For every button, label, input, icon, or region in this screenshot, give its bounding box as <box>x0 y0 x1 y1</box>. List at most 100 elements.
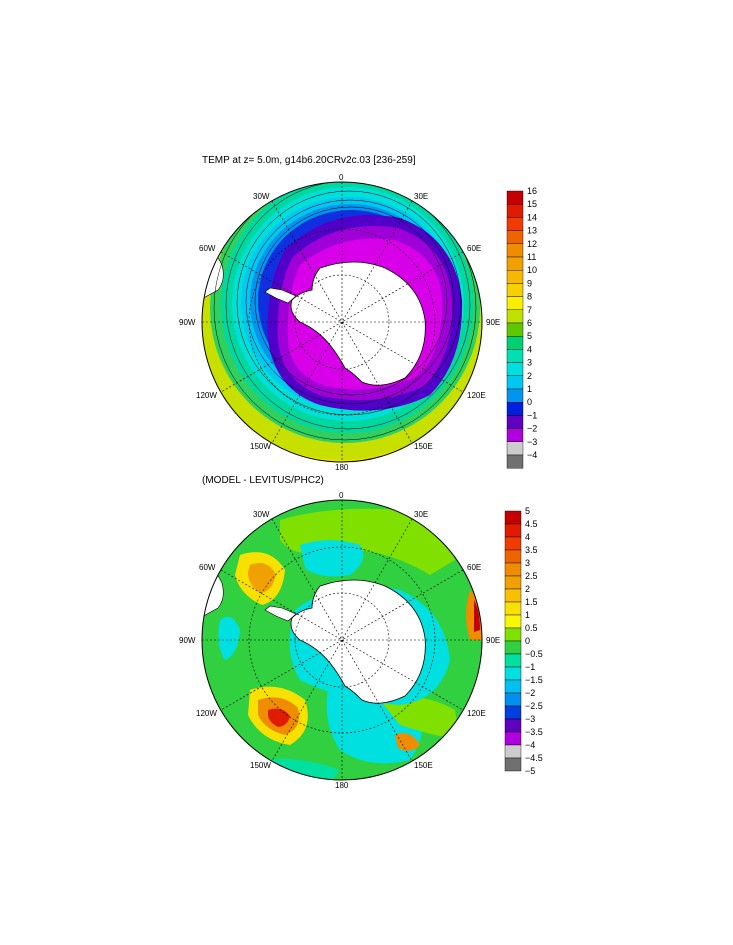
bottom-colorbar-box-10 <box>504 640 522 655</box>
top-colorbar-box-2 <box>506 217 524 231</box>
top-colorbar-box-11 <box>506 336 524 350</box>
bottom-lon-label-60W: 60W <box>199 563 216 572</box>
bottom-colorbar-box-6 <box>504 588 522 603</box>
bottom-colorbar-box-16 <box>504 718 522 733</box>
top-colorbar-label-2: 14 <box>527 212 537 222</box>
top-colorbar-box-8 <box>506 296 524 311</box>
top-colorbar-label-18: −2 <box>527 424 537 434</box>
top-colorbar-box-16 <box>506 402 524 416</box>
bottom-colorbar-label-10: 0 <box>525 636 530 646</box>
top-lon-label-120E: 120E <box>467 391 486 400</box>
top-lon-label-150E: 150E <box>414 442 433 451</box>
bottom-colorbar: 5 4.5 4 3.5 3 2.5 2 1.5 1 0.5 0 −0.5 −1 −1.5 −2 −2.5 −3 −… <box>504 506 543 776</box>
bottom-lon-label-30W: 30W <box>253 510 270 519</box>
bottom-lon-label-60E: 60E <box>467 563 482 572</box>
top-lon-label-180: 180 <box>335 463 349 472</box>
top-colorbar-label-19: −3 <box>527 437 537 447</box>
bottom-colorbar-label-7: 1.5 <box>525 597 538 607</box>
top-colorbar-box-10 <box>506 322 524 337</box>
bottom-colorbar-label-18: −4 <box>525 740 535 750</box>
bottom-polar-map <box>201 499 483 781</box>
bottom-lon-label-90E: 90E <box>486 636 501 645</box>
top-colorbar-box-20 <box>506 454 524 469</box>
top-colorbar-label-9: 7 <box>527 305 532 315</box>
bottom-lon-label-180: 180 <box>335 781 349 790</box>
top-colorbar-box-13 <box>506 362 524 377</box>
top-colorbar-label-4: 12 <box>527 239 537 249</box>
bottom-colorbar-box-17 <box>504 731 522 746</box>
top-colorbar-label-5: 11 <box>527 252 536 262</box>
top-colorbar-box-3 <box>506 230 524 245</box>
top-colorbar-box-7 <box>506 283 524 297</box>
top-lon-label-0: 0 <box>339 173 344 182</box>
bottom-lon-label-30E: 30E <box>414 510 429 519</box>
bottom-lon-label-90W: 90W <box>179 636 196 645</box>
top-colorbar-label-3: 13 <box>527 226 537 236</box>
bottom-colorbar-label-5: 2.5 <box>525 571 538 581</box>
bottom-colorbar-box-1 <box>504 523 522 538</box>
bottom-colorbar-box-18 <box>504 744 522 759</box>
bottom-colorbar-box-15 <box>504 705 522 720</box>
top-colorbar-box-15 <box>506 388 524 403</box>
bottom-colorbar-label-2: 4 <box>525 532 530 542</box>
top-colorbar-label-13: 3 <box>527 358 532 368</box>
bottom-colorbar-box-0 <box>504 510 522 525</box>
top-colorbar-label-1: 15 <box>527 199 537 209</box>
top-lon-label-30E: 30E <box>414 192 429 201</box>
top-lon-label-90W: 90W <box>179 318 196 327</box>
top-lon-label-150W: 150W <box>250 442 271 451</box>
bottom-colorbar-box-4 <box>504 562 522 577</box>
bottom-lon-label-120E: 120E <box>467 709 486 718</box>
bottom-colorbar-label-20: −5 <box>525 766 535 776</box>
bottom-colorbar-box-19 <box>504 757 522 772</box>
bottom-colorbar-label-11: −0.5 <box>525 649 543 659</box>
bottom-colorbar-box-11 <box>504 653 522 668</box>
top-colorbar-box-1 <box>506 203 524 218</box>
top-colorbar-box-14 <box>506 375 524 390</box>
bottom-lon-label-150W: 150W <box>250 761 271 770</box>
top-map-title: TEMP at z= 5.0m, g14b6.20CRv2c.03 [236-2… <box>202 155 416 166</box>
top-colorbar-label-11: 5 <box>527 331 532 341</box>
bottom-colorbar-box-8 <box>504 614 522 629</box>
bottom-colorbar-label-17: −3.5 <box>525 727 543 737</box>
top-colorbar-box-9 <box>506 309 524 324</box>
top-colorbar-label-0: 16 <box>527 186 537 196</box>
bottom-colorbar-label-8: 1 <box>525 610 530 620</box>
top-lon-label-30W: 30W <box>253 192 270 201</box>
bottom-colorbar-label-6: 2 <box>525 584 530 594</box>
bottom-colorbar-label-14: −2 <box>525 688 535 698</box>
top-colorbar-label-15: 1 <box>527 384 532 394</box>
top-lon-label-60W: 60W <box>199 244 216 253</box>
bottom-colorbar-label-9: 0.5 <box>525 623 538 633</box>
top-colorbar-label-17: −1 <box>527 410 537 420</box>
bottom-colorbar-label-12: −1 <box>525 662 535 672</box>
bottom-colorbar-label-19: −4.5 <box>525 753 543 763</box>
bottom-colorbar-box-14 <box>504 692 522 707</box>
top-colorbar-box-19 <box>506 441 524 456</box>
bottom-colorbar-box-12 <box>504 666 522 681</box>
bottom-colorbar-box-9 <box>504 627 522 642</box>
bottom-colorbar-box-2 <box>504 536 522 551</box>
top-colorbar-label-14: 2 <box>527 371 532 381</box>
top-polar-map <box>201 181 483 463</box>
top-lon-label-120W: 120W <box>196 391 217 400</box>
top-colorbar-label-12: 4 <box>527 344 532 354</box>
top-colorbar-box-6 <box>506 270 524 284</box>
bottom-colorbar-label-1: 4.5 <box>525 519 538 529</box>
top-colorbar-label-6: 10 <box>527 265 537 275</box>
bottom-lon-label-150E: 150E <box>414 761 433 770</box>
bottom-colorbar-label-3: 3.5 <box>525 545 538 555</box>
top-colorbar-label-8: 8 <box>527 292 532 302</box>
top-colorbar-label-20: −4 <box>527 450 537 460</box>
top-colorbar-box-5 <box>506 256 524 271</box>
bottom-lon-label-0: 0 <box>339 491 344 500</box>
bottom-colorbar-label-13: −1.5 <box>525 675 543 685</box>
top-lon-label-90E: 90E <box>486 318 501 327</box>
bottom-colorbar-box-3 <box>504 549 522 564</box>
top-colorbar-box-0 <box>506 190 524 205</box>
top-colorbar-label-16: 0 <box>527 397 532 407</box>
bottom-colorbar-label-16: −3 <box>525 714 535 724</box>
top-colorbar-label-10: 6 <box>527 318 532 328</box>
